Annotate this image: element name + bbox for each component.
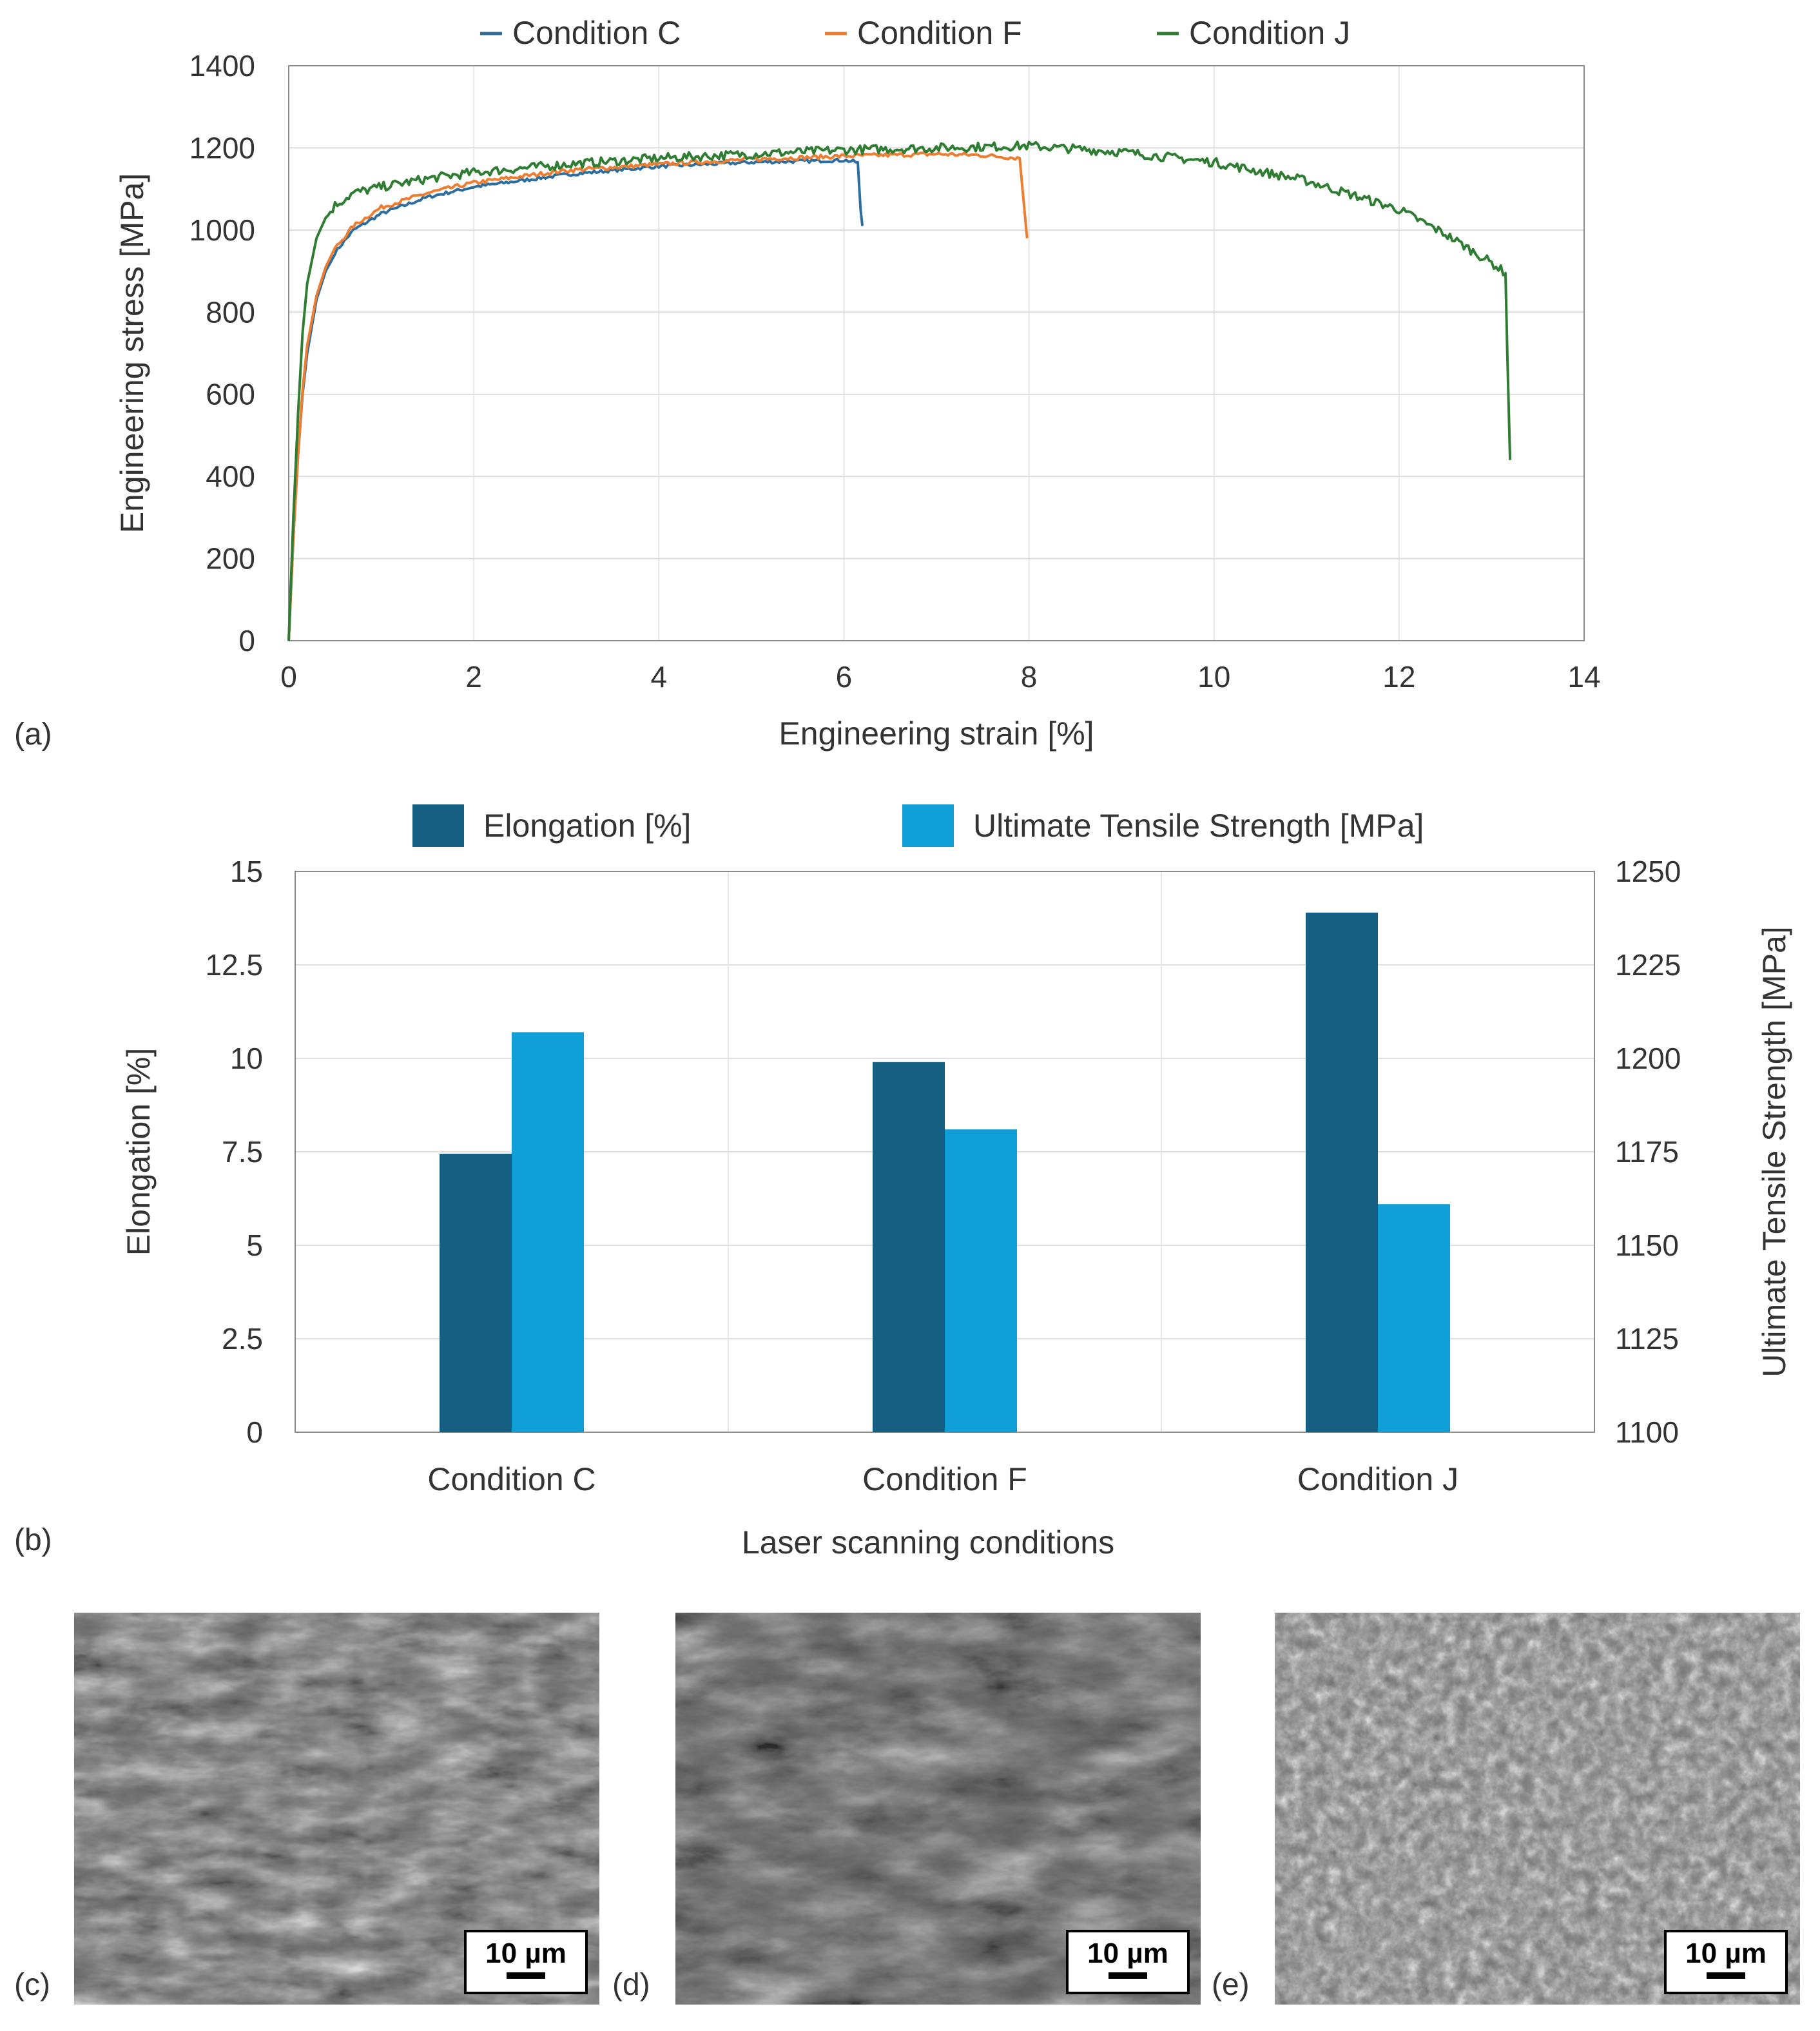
x-tick-label: 10 — [1197, 660, 1230, 694]
x-tick-label: 6 — [836, 660, 853, 694]
x-tick-label: 0 — [280, 660, 297, 694]
x-axis-title: Laser scanning conditions — [742, 1524, 1114, 1560]
x-tick-label: 12 — [1382, 660, 1415, 694]
y2-tick-label: 1150 — [1615, 1229, 1679, 1262]
x-tick-label: 14 — [1567, 660, 1600, 694]
y-tick-label: 10 — [230, 1042, 263, 1075]
category-label: Condition F — [862, 1461, 1027, 1497]
y-tick-label: 0 — [238, 624, 255, 657]
panel-label-a: (a) — [14, 717, 52, 752]
y-tick-label: 5 — [246, 1229, 263, 1262]
legend-label: Ultimate Tensile Strength [MPa] — [973, 808, 1424, 844]
bars — [440, 912, 1450, 1432]
y-tick-label: 2.5 — [222, 1322, 263, 1356]
scale-bar — [1707, 1972, 1745, 1979]
stress-strain-chart: 0 2 4 6 8 10 12 14 0 200 400 600 800 1000 1200 1400 Co… — [14, 15, 1601, 752]
scale-bar-label: 10 µm — [485, 1938, 566, 1969]
y-tick-label: 1400 — [189, 49, 255, 83]
legend: Elongation [%] Ultimate Tensile Strength … — [412, 804, 1424, 847]
series-line-condition-f — [287, 151, 1029, 641]
scale-bar-box — [1066, 1930, 1190, 1994]
y-tick-label: 600 — [206, 378, 255, 411]
legend-label: Condition C — [512, 15, 681, 51]
legend-swatch — [902, 804, 954, 847]
bar-uts-condition-c — [512, 1032, 584, 1432]
y2-tick-label: 1200 — [1615, 1042, 1681, 1075]
bar-elongation-condition-c — [440, 1153, 512, 1432]
x-tick-label: 2 — [465, 660, 482, 694]
bar-elongation-condition-f — [873, 1062, 945, 1432]
series-line-condition-c — [287, 157, 864, 641]
y-tick-labels: 0 200 400 600 800 1000 1200 1400 — [189, 49, 255, 657]
bar-uts-condition-j — [1378, 1204, 1450, 1432]
panel-label-d: (d) — [612, 1968, 650, 2002]
plot-area-border — [288, 65, 1585, 641]
bar-elongation-condition-j — [1306, 912, 1378, 1432]
y-axis-title: Elongation [%] — [121, 1048, 157, 1256]
scale-bar-label: 10 µm — [1087, 1938, 1168, 1969]
legend-label: Condition J — [1189, 15, 1350, 51]
elongation-uts-chart: 0 2.5 5 7.5 10 12.5 15 1100 1125 1150 1175 1200 122… — [14, 804, 1792, 1560]
scale-bar — [1108, 1972, 1147, 1979]
legend-label: Elongation [%] — [483, 808, 691, 844]
y-tick-labels: 0 2.5 5 7.5 10 12.5 15 — [205, 855, 263, 1449]
scale-bar — [507, 1972, 545, 1979]
y-axis-title: Engineering stress [MPa] — [114, 173, 150, 534]
y-tick-label: 400 — [206, 460, 255, 493]
y-tick-label: 200 — [206, 542, 255, 576]
x-tick-label: 4 — [650, 660, 667, 694]
x-axis-title: Engineering strain [%] — [779, 715, 1094, 752]
panel-label-b: (b) — [14, 1523, 52, 1557]
y2-tick-labels: 1100 1125 1150 1175 1200 1225 1250 — [1615, 855, 1681, 1449]
legend: Condition C Condition F Condition J — [480, 15, 1350, 51]
scale-bar-box — [464, 1930, 588, 1994]
x-tick-labels: 0 2 4 6 8 10 12 14 — [280, 660, 1600, 694]
scale-bar-box — [1664, 1930, 1788, 1994]
bar-uts-condition-f — [945, 1129, 1017, 1432]
y2-tick-label: 1250 — [1615, 855, 1681, 888]
legend-label: Condition F — [857, 15, 1022, 51]
y2-tick-label: 1225 — [1615, 948, 1681, 982]
scale-bar-label: 10 µm — [1685, 1938, 1767, 1969]
series-line-condition-j — [287, 141, 1512, 641]
x-tick-label: 8 — [1021, 660, 1038, 694]
category-label: Condition J — [1297, 1461, 1458, 1497]
category-labels: Condition C Condition F Condition J — [427, 1461, 1458, 1497]
grid — [289, 66, 1584, 641]
y-tick-label: 1000 — [189, 213, 255, 247]
y-tick-label: 0 — [246, 1415, 263, 1449]
y2-axis-title: Ultimate Tensile Strength [MPa] — [1756, 926, 1792, 1377]
series-lines — [287, 141, 1512, 641]
y2-tick-label: 1175 — [1615, 1135, 1679, 1169]
micrograph-e: 10 µm (e) — [1212, 1613, 1800, 2005]
panel-label-c: (c) — [14, 1968, 50, 2002]
y2-tick-label: 1125 — [1615, 1322, 1679, 1356]
y-tick-label: 7.5 — [222, 1135, 263, 1169]
y2-tick-label: 1100 — [1615, 1415, 1679, 1449]
y-tick-label: 15 — [230, 855, 263, 888]
panel-label-e: (e) — [1212, 1968, 1250, 2002]
y-tick-label: 12.5 — [205, 948, 263, 982]
category-label: Condition C — [427, 1461, 595, 1497]
legend-swatch — [412, 804, 464, 847]
micrograph-d: 10 µm (d) — [612, 1613, 1201, 2005]
micrograph-c: 10 µm (c) — [14, 1613, 599, 2005]
y-tick-label: 1200 — [189, 131, 255, 164]
y-tick-label: 800 — [206, 295, 255, 329]
